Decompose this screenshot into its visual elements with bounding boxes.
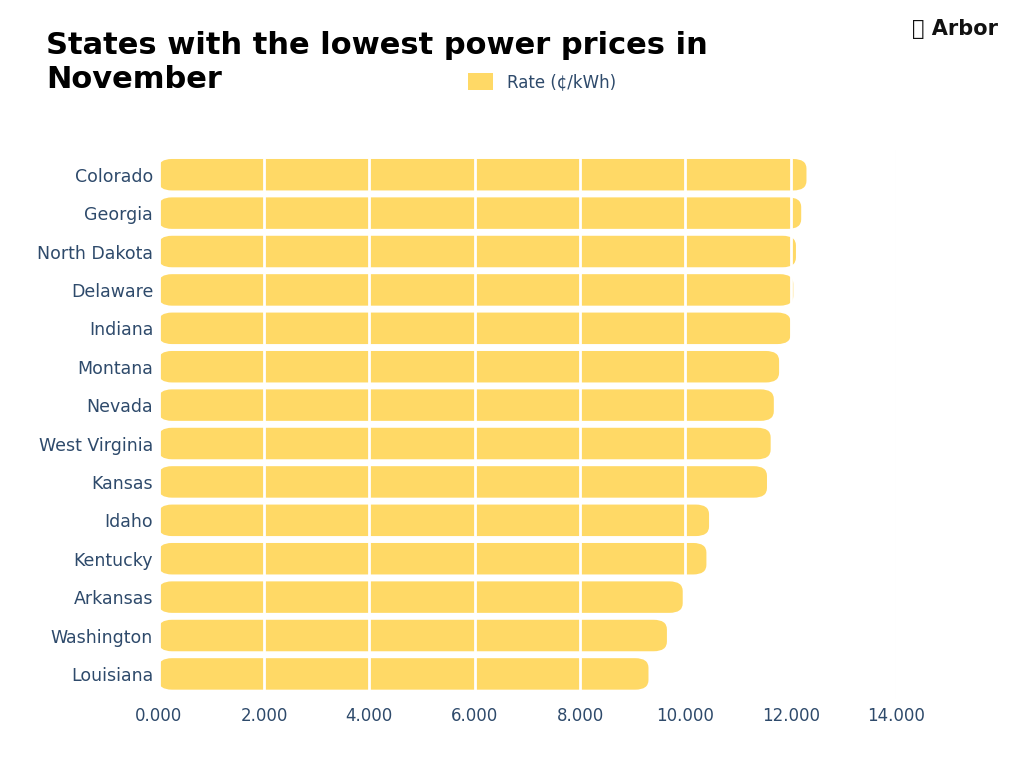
FancyBboxPatch shape <box>159 313 791 344</box>
FancyBboxPatch shape <box>159 620 667 651</box>
FancyBboxPatch shape <box>159 197 801 229</box>
FancyBboxPatch shape <box>159 543 707 574</box>
FancyBboxPatch shape <box>159 581 683 613</box>
FancyBboxPatch shape <box>159 658 648 690</box>
Text: States with the lowest power prices in
November: States with the lowest power prices in N… <box>46 31 708 94</box>
FancyBboxPatch shape <box>159 428 771 459</box>
FancyBboxPatch shape <box>159 159 807 190</box>
Text: Ⓢ Arbor: Ⓢ Arbor <box>912 19 998 39</box>
FancyBboxPatch shape <box>159 274 794 306</box>
FancyBboxPatch shape <box>159 351 779 382</box>
FancyBboxPatch shape <box>159 389 774 421</box>
FancyBboxPatch shape <box>159 466 767 498</box>
Legend: Rate (¢/kWh): Rate (¢/kWh) <box>468 73 615 91</box>
FancyBboxPatch shape <box>159 505 709 536</box>
FancyBboxPatch shape <box>159 236 796 267</box>
